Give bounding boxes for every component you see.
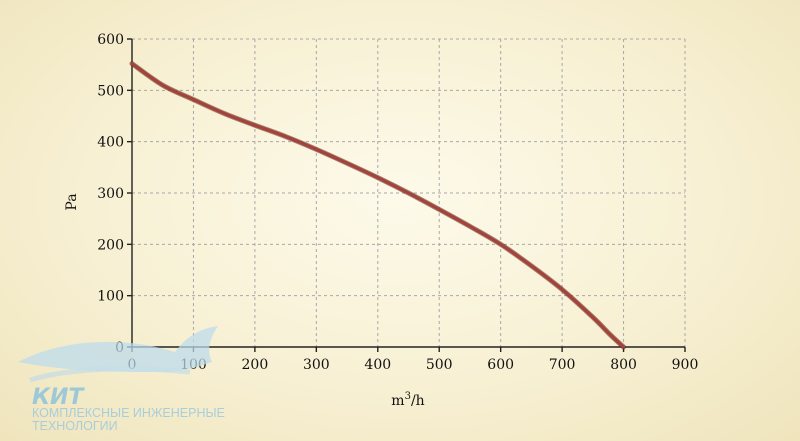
x-tick-labels: 0100200300400500600700800900 [128,357,699,373]
x-tick-label: 900 [672,357,699,373]
logo-name: КИТ [32,385,85,410]
series [129,61,627,350]
x-tick-label: 300 [303,357,330,373]
y-tick-label: 400 [97,135,124,151]
x-axis-label-suffix: /h [411,393,425,409]
logo-line-1: КОМПЛЕКСНЫЕ ИНЖЕНЕРНЫЕ [32,406,225,420]
y-tick-label: 600 [97,32,124,48]
x-tick-label: 600 [487,357,514,373]
axes [127,38,686,352]
x-tick-label: 700 [549,357,576,373]
logo-whale-icon [18,326,218,383]
logo-line-2: ТЕХНОЛОГИИ [32,419,118,433]
y-tick-label: 300 [97,186,124,202]
x-tick-label: 200 [242,357,269,373]
y-tick-label: 200 [97,237,124,253]
x-axis-label-base: m [391,393,404,409]
x-axis-label-sup: 3 [405,391,411,402]
x-axis-label: m3/h [391,391,424,409]
company-logo: КИТ КОМПЛЕКСНЫЕ ИНЖЕНЕРНЫЕ ТЕХНОЛОГИИ [18,326,225,433]
y-tick-label: 500 [97,83,124,99]
x-tick-label: 500 [426,357,453,373]
series-line [130,62,626,349]
y-axis-label: Pa [64,193,80,210]
x-tick-label: 400 [364,357,391,373]
y-tick-label: 100 [97,289,124,305]
x-tick-label: 800 [610,357,637,373]
